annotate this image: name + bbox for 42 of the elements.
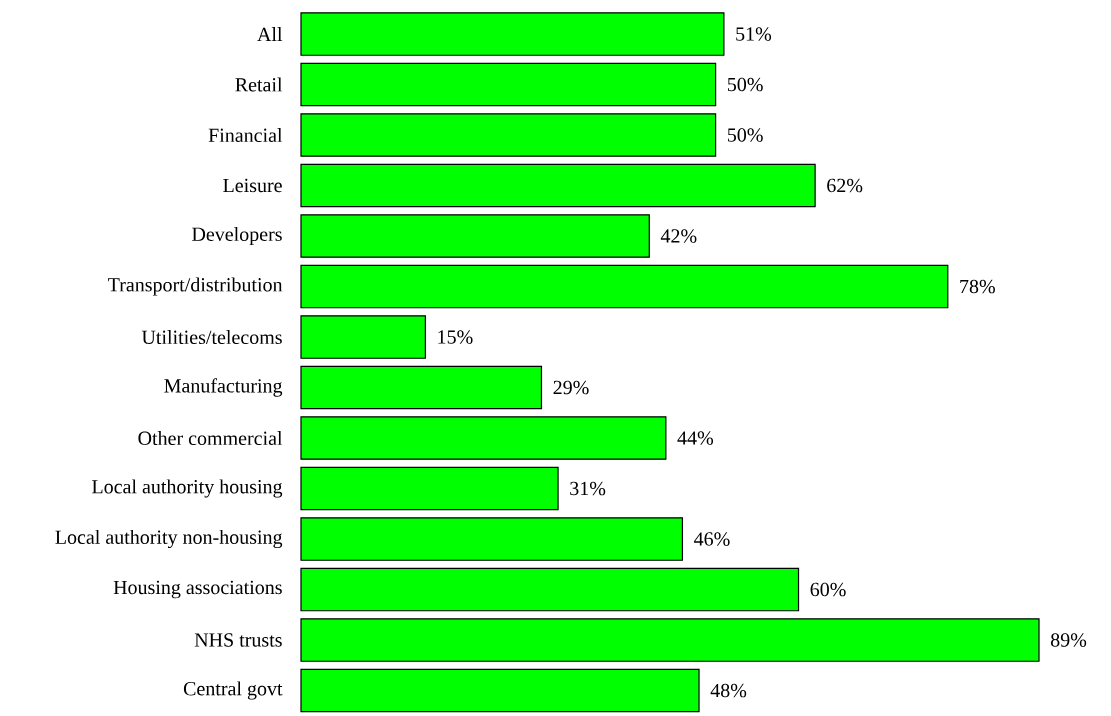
bar — [300, 12, 725, 56]
data-label: 42% — [660, 229, 697, 243]
data-label: 78% — [960, 279, 995, 294]
bar — [300, 163, 816, 208]
bar — [300, 618, 1040, 662]
y-tick-label: Local authority housing — [92, 479, 283, 498]
y-tick-label: Central govt — [183, 681, 283, 700]
y-tick-label: Transport/distribution — [108, 277, 283, 296]
data-label: 62% — [827, 178, 863, 193]
y-tick-label: All — [257, 27, 283, 41]
y-tick-label: Developers — [192, 226, 282, 246]
y-tick-label: Financial — [208, 127, 283, 143]
data-label: 50% — [727, 77, 763, 92]
data-label: 50% — [727, 128, 763, 142]
data-label: 89% — [1050, 633, 1087, 647]
data-label: 48% — [710, 683, 747, 698]
y-tick-label: Utilities/telecoms — [141, 329, 282, 345]
bar — [300, 365, 543, 410]
y-tick-label: Housing associations — [113, 580, 282, 599]
bar — [300, 214, 650, 258]
bar — [300, 264, 949, 309]
bar — [300, 517, 684, 561]
bar — [300, 113, 717, 157]
bar — [300, 315, 426, 359]
y-tick-label: Local authority non-housing — [55, 529, 283, 549]
bar — [300, 567, 800, 612]
y-tick-label: Retail — [235, 77, 283, 92]
data-label: 15% — [438, 330, 473, 344]
data-label: 46% — [694, 532, 730, 546]
data-label: 29% — [553, 380, 589, 395]
bar — [300, 668, 700, 713]
y-tick-label: NHS trusts — [194, 633, 282, 647]
bar — [300, 62, 717, 107]
y-tick-label: Leisure — [223, 178, 282, 193]
y-tick-label: Manufacturing — [164, 378, 283, 397]
data-label: 31% — [570, 481, 606, 496]
y-tick-label: Other commercial — [138, 430, 283, 446]
bar — [300, 416, 667, 460]
data-label: 51% — [736, 27, 772, 41]
bar — [300, 466, 559, 511]
data-label: 44% — [677, 431, 714, 445]
data-label: 60% — [810, 582, 846, 597]
